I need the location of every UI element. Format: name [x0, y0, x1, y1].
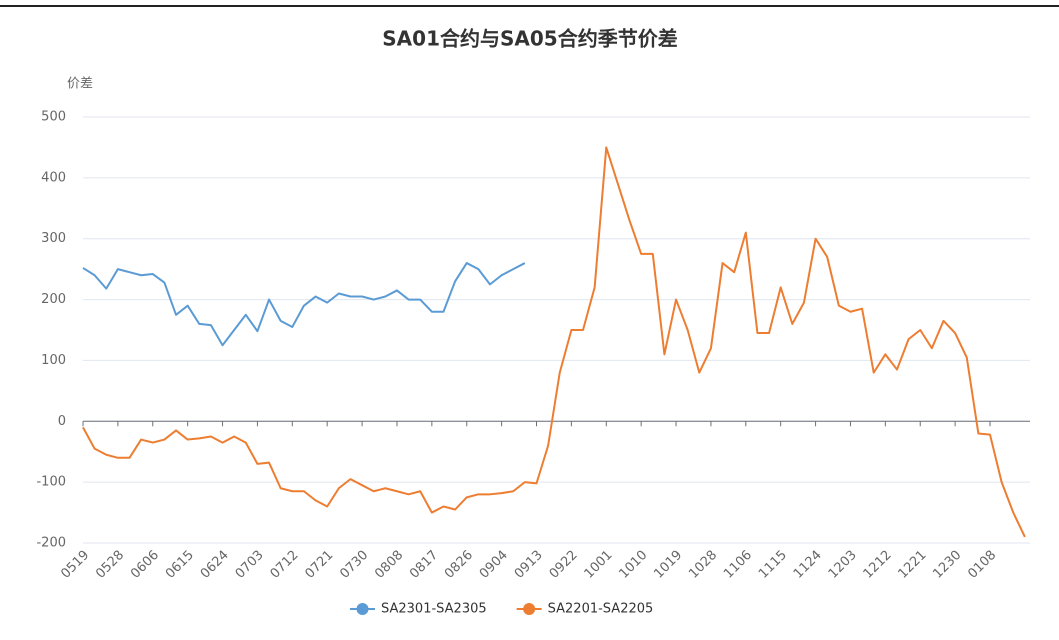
chart-title: SA01合约与SA05合约季节价差 — [382, 27, 677, 51]
y-tick-label: 200 — [41, 292, 66, 307]
y-tick-label: -100 — [36, 475, 66, 490]
x-tick-label: 1010 — [616, 548, 650, 582]
y-tick-label: 300 — [41, 231, 66, 246]
x-tick-label: 0712 — [268, 548, 302, 582]
x-tick-label: 1212 — [861, 548, 895, 582]
x-tick-label: 1221 — [896, 548, 930, 582]
x-tick-label: 1115 — [756, 548, 790, 582]
legend-marker — [356, 603, 369, 615]
x-tick-label: 0606 — [128, 548, 162, 582]
y-tick-label: -200 — [36, 536, 66, 551]
y-tick-label: 400 — [41, 170, 66, 185]
y-axis-label: 价差 — [67, 77, 93, 92]
x-tick-label: 0817 — [407, 548, 441, 582]
x-tick-label: 0730 — [337, 548, 371, 582]
x-tick-label: 0108 — [965, 548, 999, 582]
x-tick-label: 1028 — [686, 548, 720, 582]
x-tick-label: 0528 — [93, 548, 127, 582]
x-tick-label: 1203 — [826, 548, 860, 582]
y-tick-label: 500 — [41, 110, 66, 125]
y-tick-label: 0 — [58, 414, 66, 429]
y-tick-label: 100 — [41, 353, 66, 368]
x-tick-label: 0922 — [547, 548, 581, 582]
x-tick-label: 0808 — [372, 548, 406, 582]
x-tick-label: 1106 — [721, 548, 755, 582]
x-tick-label: 1001 — [582, 548, 616, 582]
x-tick-label: 0721 — [302, 548, 336, 582]
x-tick-label: 0624 — [198, 548, 232, 582]
x-tick-label: 0913 — [512, 548, 546, 582]
x-tick-label: 1230 — [930, 548, 964, 582]
legend-label: SA2201-SA2205 — [548, 602, 654, 617]
x-tick-label: 1124 — [791, 548, 825, 582]
legend-marker — [523, 603, 536, 615]
x-tick-label: 0519 — [58, 548, 92, 582]
x-tick-label: 0615 — [163, 548, 197, 582]
series-line — [82, 262, 526, 347]
x-tick-label: 0703 — [233, 548, 267, 582]
x-tick-label: 0904 — [477, 548, 511, 582]
x-tick-label: 1019 — [651, 548, 685, 582]
x-tick-label: 0826 — [442, 548, 476, 582]
legend-label: SA2301-SA2305 — [381, 602, 487, 617]
series-line — [82, 146, 1026, 538]
